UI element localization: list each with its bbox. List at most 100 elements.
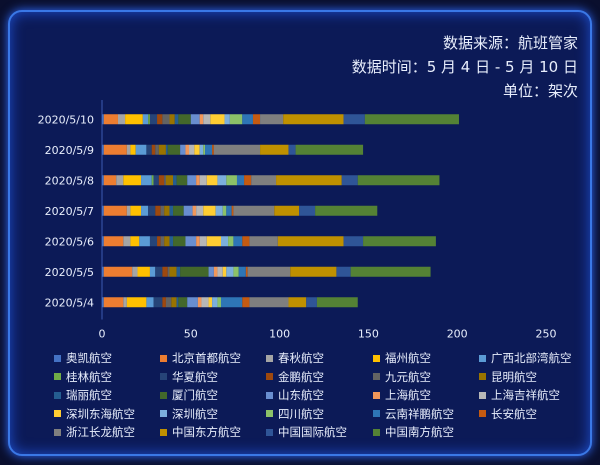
bar-segment <box>206 175 218 186</box>
bar-segment <box>203 144 206 155</box>
legend-swatch <box>479 354 486 362</box>
bar-segment <box>116 175 124 186</box>
legend-label: 云南祥鹏航空 <box>385 406 454 421</box>
bar-segment <box>178 297 188 308</box>
bar-segment <box>162 114 170 125</box>
bar-segment <box>139 236 150 247</box>
bar-segment <box>208 266 214 277</box>
bar-segment <box>117 114 126 125</box>
legend-swatch <box>373 373 380 380</box>
bar-segment <box>238 266 246 277</box>
bar-segment <box>153 297 163 308</box>
bar-segment <box>157 236 161 247</box>
bar-segment <box>274 205 300 216</box>
bar-segment <box>233 205 275 216</box>
bar-segment <box>103 144 127 155</box>
bar-segment <box>213 266 218 277</box>
bar-segment <box>210 114 225 125</box>
bar-segment <box>196 175 200 186</box>
y-tick-label: 2020/5/5 <box>45 266 94 279</box>
bar-segment <box>164 205 170 216</box>
legend-label: 山东航空 <box>278 388 324 402</box>
bar-segment <box>165 144 168 155</box>
legend-item: 云南祥鹏航空 <box>373 406 454 422</box>
bar-segment <box>173 175 177 186</box>
legend-label: 上海航空 <box>385 388 431 402</box>
bar-segment <box>357 175 440 186</box>
legend-item: 春秋航空 <box>266 350 324 366</box>
legend-swatch <box>479 373 486 380</box>
bar-segment <box>173 205 184 216</box>
legend-swatch <box>266 410 273 417</box>
bar-segment <box>103 297 124 308</box>
bar-segment <box>141 205 149 216</box>
bar-segment <box>247 266 291 277</box>
legend-swatch <box>160 354 167 362</box>
bar-segment <box>249 236 278 247</box>
bar-segment <box>315 205 378 216</box>
bar-segment <box>252 114 261 125</box>
bar-segment <box>208 297 213 308</box>
legend-swatch <box>373 391 380 399</box>
bar-segment <box>176 175 188 186</box>
bar-segment <box>169 236 174 247</box>
bar-segment <box>295 144 364 155</box>
bar-segment <box>158 175 165 186</box>
bar-segment <box>185 144 190 155</box>
legend-swatch <box>479 391 486 399</box>
legend-item: 广西北部湾航空 <box>479 350 572 366</box>
bar-segment <box>130 144 136 155</box>
bar-segment <box>187 175 197 186</box>
bar-segment <box>149 236 158 247</box>
bar-segment <box>123 175 142 186</box>
bar-segment <box>276 175 342 186</box>
bar-segment <box>260 144 289 155</box>
legend-item: 华夏航空 <box>160 369 218 385</box>
bar-segment <box>343 236 364 247</box>
bar-segment <box>125 114 143 125</box>
legend-item: 中国国际航空 <box>266 424 347 440</box>
bar-segment <box>203 205 216 216</box>
bar-segment <box>135 144 147 155</box>
bar-segment <box>233 236 243 247</box>
bar-segment <box>220 236 229 247</box>
x-tick-label: 50 <box>184 328 198 341</box>
bar-segment <box>149 266 156 277</box>
legend-swatch <box>266 428 273 436</box>
x-tick-label: 150 <box>358 328 379 341</box>
legend-swatch <box>54 373 61 380</box>
y-tick-label: 2020/5/9 <box>45 144 94 157</box>
bar-segment <box>226 205 232 216</box>
bar-segment <box>171 297 177 308</box>
bar-segment <box>126 297 147 308</box>
bar-segment <box>153 175 159 186</box>
bar-segment <box>222 205 227 216</box>
bar-segment <box>288 144 296 155</box>
bar-segment <box>165 297 172 308</box>
bar-segment <box>245 266 248 277</box>
bar-segment <box>169 266 177 277</box>
bar-segment <box>158 144 166 155</box>
bar-segment <box>363 236 436 247</box>
bar-segment <box>102 236 104 247</box>
bar-segment <box>148 114 150 125</box>
legend-swatch <box>54 428 61 436</box>
legend-swatch <box>54 410 61 417</box>
bar-segment <box>142 114 149 125</box>
bar-segment <box>277 236 344 247</box>
legend-label: 广西北部湾航空 <box>491 351 572 365</box>
bar-segment <box>226 266 234 277</box>
legend-item: 厦门航空 <box>160 387 218 403</box>
legend-swatch <box>373 410 380 417</box>
bar-segment <box>164 236 170 247</box>
legend-swatch <box>160 391 167 399</box>
bar-segment <box>176 297 179 308</box>
bar-segment <box>231 205 234 216</box>
bar-segment <box>130 205 142 216</box>
bar-segment <box>199 114 204 125</box>
legend-label: 北京首都航空 <box>172 351 241 365</box>
legend-swatch <box>373 354 380 362</box>
legend-swatch <box>266 354 273 362</box>
bar-segment <box>149 114 158 125</box>
bar-segment <box>160 236 165 247</box>
